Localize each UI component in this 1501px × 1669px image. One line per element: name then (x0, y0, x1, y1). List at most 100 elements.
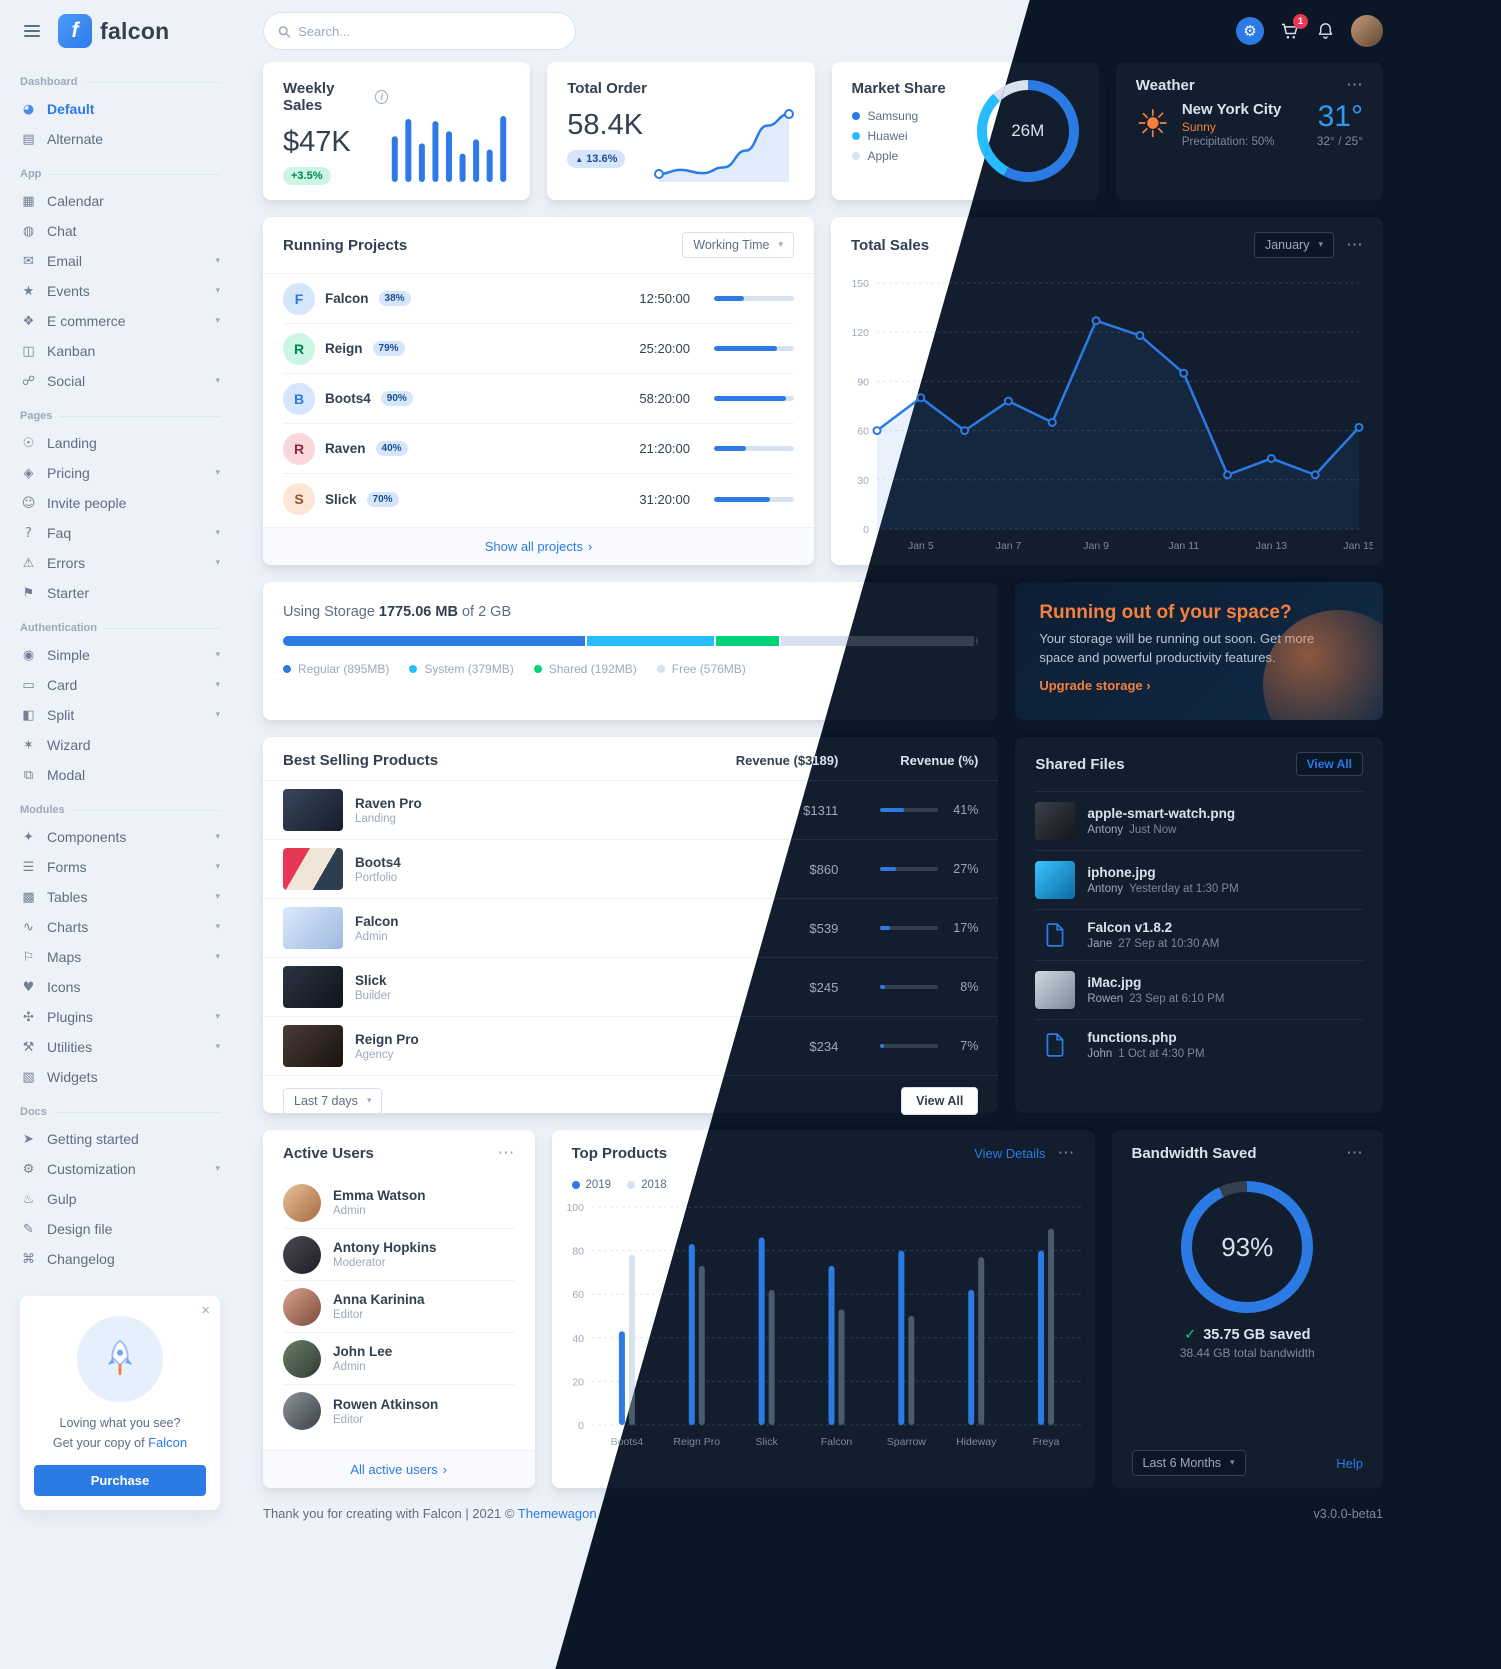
sidebar-item[interactable]: ✉ Email ▾ (20, 246, 220, 276)
upgrade-storage-link[interactable]: Upgrade storage › (1039, 677, 1151, 693)
shared-file-item[interactable]: Falcon v1.8.2 Jane 27 Sep at 10:30 AM (1035, 909, 1363, 960)
project-name[interactable]: Falcon (325, 291, 369, 306)
project-row[interactable]: R Reign 79% 25:20:00 (283, 324, 794, 374)
view-details-link[interactable]: View Details (974, 1146, 1046, 1161)
project-row[interactable]: F Falcon 38% 12:50:00 (283, 274, 794, 324)
user-avatar[interactable] (1351, 15, 1383, 47)
sidebar-item[interactable]: ⚐ Maps ▾ (20, 942, 220, 972)
search-input[interactable] (298, 23, 561, 39)
period-select[interactable]: Last 6 Months▾ (1131, 1450, 1246, 1476)
sidebar-item-alternate[interactable]: ▤ Alternate (20, 124, 220, 154)
card-menu-dots[interactable]: ⋯ (1346, 234, 1363, 255)
sidebar-item[interactable]: ➤ Getting started (20, 1124, 220, 1154)
user-name[interactable]: Emma Watson (333, 1188, 426, 1203)
user-name[interactable]: Anna Karinina (333, 1292, 425, 1307)
product-row[interactable]: Reign Pro Agency $234 7% (555, 1016, 999, 1075)
shared-file-item[interactable]: apple-smart-watch.png Antony Just Now (1035, 791, 1363, 850)
shared-file-item[interactable]: iMac.jpg Rowen 23 Sep at 6:10 PM (1035, 960, 1363, 1019)
settings-gear-button[interactable]: ⚙ (1236, 17, 1264, 45)
user-name[interactable]: Rowen Atkinson (333, 1396, 439, 1412)
sidebar-item[interactable]: ⚠ Errors ▾ (20, 548, 220, 578)
warning-icon: ⚠ (22, 555, 35, 571)
sidebar-item[interactable]: ★ Events ▾ (20, 276, 220, 306)
user-row[interactable]: John Lee Admin (283, 1333, 515, 1385)
sidebar-item[interactable]: ? Faq ▾ (20, 518, 220, 548)
sidebar-item[interactable]: ◍ Chat (20, 216, 220, 246)
sidebar-item[interactable]: ◧ Split ▾ (20, 700, 220, 730)
sidebar-item[interactable]: ✶ Wizard (20, 730, 220, 760)
project-progress-bar (714, 346, 794, 351)
user-name[interactable]: John Lee (333, 1344, 393, 1359)
sidebar-item[interactable]: ☉ Landing (20, 428, 220, 458)
user-row[interactable]: Rowen Atkinson Editor (283, 1385, 515, 1437)
product-row[interactable]: Reign Pro Agency $234 7% (263, 1016, 999, 1075)
user-row[interactable]: Emma Watson Admin (283, 1177, 515, 1229)
card-menu-dots[interactable]: ⋯ (1057, 1143, 1075, 1163)
project-row[interactable]: S Slick 70% 31:20:00 (283, 474, 794, 524)
sidebar-item[interactable]: ☰ Forms ▾ (20, 852, 220, 882)
notifications-bell-button[interactable] (1316, 21, 1335, 41)
sidebar-item[interactable]: ⧉ Modal (20, 760, 220, 790)
product-name[interactable]: Slick (355, 972, 387, 988)
project-name[interactable]: Slick (325, 491, 357, 507)
product-row[interactable]: Boots4 Portfolio $860 27% (263, 839, 999, 898)
menu-toggle-icon[interactable] (20, 21, 44, 41)
project-name[interactable]: Reign (325, 341, 363, 356)
working-time-select[interactable]: Working Time▾ (682, 232, 794, 258)
card-menu-dots[interactable]: ⋯ (497, 1143, 515, 1163)
sidebar-item[interactable]: ☺ Invite people (21, 495, 127, 511)
product-name[interactable]: Boots4 (355, 854, 401, 870)
product-name[interactable]: Falcon (355, 913, 399, 929)
view-all-button[interactable]: View All (1295, 752, 1363, 776)
sidebar-item[interactable]: ⚑ Starter (20, 578, 220, 608)
show-all-projects-link[interactable]: Show all projects› (263, 527, 814, 565)
themewagon-link[interactable]: Themewagon (517, 1506, 597, 1521)
shared-file-item[interactable]: iphone.jpg Antony Yesterday at 1:30 PM (1035, 850, 1363, 909)
sidebar-item[interactable]: ☍ Social ▾ (21, 373, 220, 389)
sidebar-item[interactable]: ✦ Components ▾ (20, 822, 220, 852)
user-name[interactable]: Antony Hopkins (333, 1240, 437, 1255)
project-name[interactable]: Boots4 (325, 391, 371, 406)
sidebar-item[interactable]: ♨ Gulp (20, 1184, 220, 1214)
sidebar-item[interactable]: ▩ Tables ▾ (20, 882, 220, 912)
sidebar-item[interactable]: ◉ Simple ▾ (20, 640, 220, 670)
help-link[interactable]: Help (1336, 1455, 1363, 1471)
close-icon[interactable]: × (201, 1302, 210, 1319)
date-range-select[interactable]: Last 7 days▾ (283, 1088, 383, 1114)
product-name[interactable]: Raven Pro (355, 795, 422, 811)
purchase-button[interactable]: Purchase (34, 1464, 206, 1496)
card-menu-dots[interactable]: ⋯ (1346, 75, 1363, 95)
sidebar-item[interactable]: ⚒ Utilities ▾ (20, 1032, 220, 1062)
sidebar-item[interactable]: ∿ Charts ▾ (20, 912, 220, 942)
svg-text:120: 120 (851, 327, 869, 339)
sidebar-item[interactable]: ⌘ Changelog (22, 1251, 115, 1267)
sidebar-item[interactable]: ✣ Plugins ▾ (20, 1002, 220, 1032)
search-input-wrapper[interactable] (263, 12, 576, 50)
sidebar-item[interactable]: ▭ Card ▾ (20, 670, 220, 700)
product-row[interactable]: Falcon Admin $539 17% (555, 898, 999, 957)
project-name[interactable]: Raven (325, 441, 366, 456)
all-active-users-link[interactable]: All active users› (263, 1450, 535, 1488)
sidebar-item[interactable]: ♥ Icons (20, 972, 220, 1002)
sidebar-item[interactable]: ▦ Calendar (20, 186, 220, 216)
month-select[interactable]: January▾ (1253, 232, 1334, 258)
card-menu-dots[interactable]: ⋯ (1346, 1143, 1363, 1163)
sidebar-item[interactable]: ▧ Widgets (20, 1062, 220, 1092)
product-row[interactable]: Slick Builder $245 8% (555, 957, 999, 1016)
sidebar-item[interactable]: ◫ Kanban (20, 336, 220, 366)
sidebar-item[interactable]: ✎ Design file (20, 1214, 220, 1244)
view-all-button[interactable]: View All (901, 1087, 979, 1115)
project-row[interactable]: B Boots4 90% 58:20:00 (283, 374, 794, 424)
project-row[interactable]: R Raven 40% 21:20:00 (283, 424, 794, 474)
product-name[interactable]: Reign Pro (355, 1031, 419, 1047)
sidebar-item[interactable]: ◈ Pricing ▾ (20, 458, 221, 488)
user-row[interactable]: Anna Karinina Editor (283, 1281, 515, 1333)
sidebar-item-default[interactable]: ◕ Default (20, 94, 220, 124)
sidebar-item[interactable]: ⚙ Customization ▾ (20, 1154, 220, 1184)
cart-button[interactable]: 1 (1280, 14, 1308, 41)
falcon-link[interactable]: Falcon (148, 1434, 188, 1450)
user-row[interactable]: Antony Hopkins Moderator (283, 1229, 515, 1281)
brand-logo[interactable]: f falcon (58, 14, 170, 48)
shared-file-item[interactable]: functions.php John 1 Oct at 4:30 PM (1035, 1019, 1363, 1070)
sidebar-item[interactable]: ❖ E commerce ▾ (20, 306, 220, 336)
